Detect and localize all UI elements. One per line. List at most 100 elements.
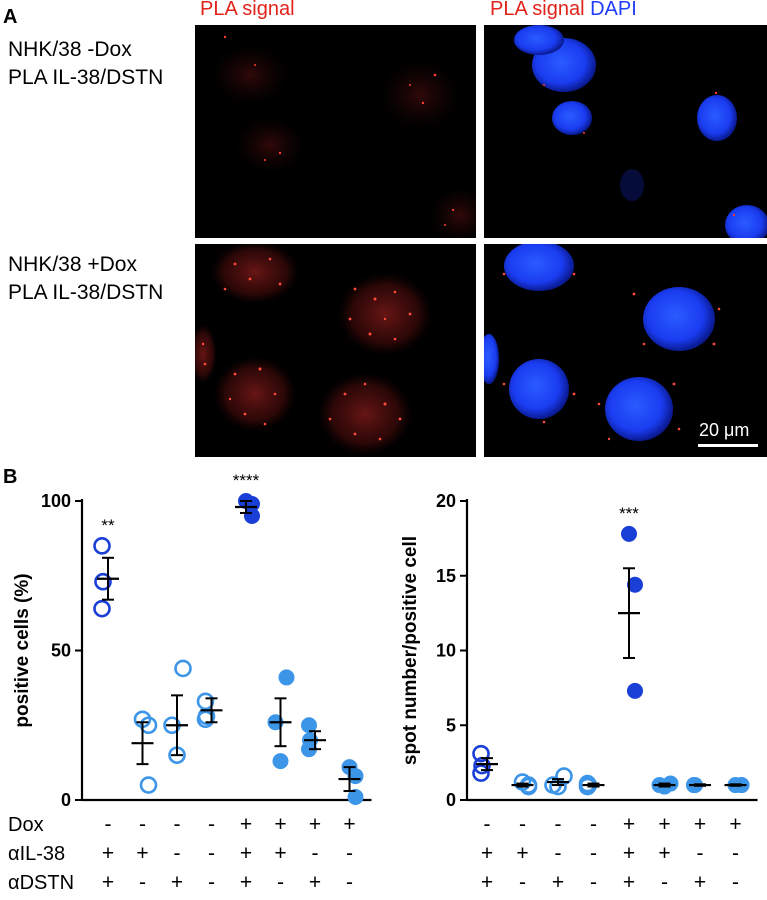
condition-sign: - [208, 813, 215, 836]
condition-sign: - [555, 813, 562, 836]
row-label-plus-dox-line2: PLA IL-38/DSTN [8, 281, 164, 304]
data-point [278, 669, 295, 686]
condition-sign: - [105, 813, 112, 836]
condition-sign: - [174, 842, 181, 865]
data-point [472, 764, 490, 782]
condition-sign: - [732, 842, 739, 865]
y-axis-label: spot number/positive cell [400, 536, 421, 765]
data-point [272, 753, 289, 770]
y-tick-label: 0 [446, 790, 456, 810]
data-point [139, 776, 158, 794]
condition-sign: + [729, 813, 741, 836]
condition-row-label: αDSTN [8, 872, 74, 894]
condition-sign: + [658, 842, 670, 865]
condition-sign: + [694, 871, 706, 894]
row-label-minus-dox-line1: NHK/38 -Dox [8, 38, 132, 61]
column-head-merge-pla: PLA signal [490, 0, 585, 20]
y-tick-label: 20 [436, 491, 456, 511]
condition-sign: - [346, 842, 353, 865]
column-head-pla: PLA signal [200, 0, 295, 20]
micrograph-plus-dox-merge: 20 μm [484, 244, 767, 457]
condition-sign: - [590, 813, 597, 836]
data-point [347, 789, 364, 806]
data-point [93, 599, 111, 618]
condition-sign: + [309, 813, 321, 836]
condition-sign: - [208, 842, 215, 865]
scale-bar [698, 444, 758, 447]
condition-sign: + [240, 842, 252, 865]
condition-sign: + [623, 842, 635, 865]
condition-sign: - [174, 813, 181, 836]
condition-sign: - [484, 813, 491, 836]
condition-sign: - [519, 871, 526, 894]
y-tick-label: 15 [436, 566, 456, 586]
significance-label: ** [101, 516, 115, 535]
row-label-plus-dox-line1: NHK/38 +Dox [8, 253, 137, 276]
micrograph-plus-dox-pla [195, 244, 476, 457]
condition-sign: - [590, 842, 597, 865]
condition-sign: + [552, 871, 564, 894]
condition-sign: + [516, 842, 528, 865]
condition-sign: + [343, 813, 355, 836]
condition-sign: + [274, 842, 286, 865]
condition-sign: + [623, 813, 635, 836]
condition-sign: - [139, 813, 146, 836]
condition-sign: - [697, 842, 704, 865]
condition-sign: - [346, 871, 353, 894]
condition-sign: + [102, 871, 114, 894]
chart-spot-number: 0 5 10 15 20 spot number/positive cell *** [400, 491, 758, 810]
panel-a-letter: A [3, 6, 18, 28]
micrograph-minus-dox-merge [484, 25, 767, 238]
y-tick-label: 10 [436, 641, 456, 661]
data-point [174, 659, 192, 678]
condition-sign: - [732, 871, 739, 894]
y-tick-label: 5 [446, 715, 456, 735]
condition-sign: + [694, 813, 706, 836]
condition-sign: + [171, 871, 183, 894]
y-tick-label: 100 [41, 491, 71, 511]
data-point [139, 716, 158, 735]
condition-sign: + [658, 813, 670, 836]
condition-sign: + [240, 871, 252, 894]
y-tick-label: 0 [61, 790, 71, 810]
condition-sign: + [240, 813, 252, 836]
y-tick-label: 50 [51, 641, 71, 661]
micrograph-minus-dox-pla [195, 25, 476, 238]
condition-sign: + [136, 842, 148, 865]
row-label-minus-dox-line2: PLA IL-38/DSTN [8, 66, 164, 89]
data-point [627, 576, 643, 593]
condition-sign: + [481, 842, 493, 865]
condition-sign: - [519, 813, 526, 836]
condition-sign: + [481, 871, 493, 894]
significance-label: **** [233, 471, 260, 490]
condition-sign: + [102, 842, 114, 865]
column-head-merge: PLA signal DAPI [490, 0, 637, 21]
condition-sign: - [139, 871, 146, 894]
condition-sign: - [590, 871, 597, 894]
condition-sign: + [309, 871, 321, 894]
significance-label: *** [619, 504, 639, 523]
column-head-merge-dapi: DAPI [590, 0, 637, 20]
condition-sign: - [555, 842, 562, 865]
panel-b-letter: B [3, 466, 18, 488]
row-label-plus-dox: NHK/38 +Dox PLA IL-38/DSTN [8, 251, 163, 307]
data-point [621, 525, 637, 542]
condition-row-label: Dox [8, 814, 44, 836]
data-point [93, 537, 111, 555]
condition-sign: - [661, 871, 668, 894]
data-point [472, 744, 490, 763]
data-point [627, 682, 643, 699]
condition-sign: - [208, 871, 215, 894]
scale-bar-label: 20 μm [699, 420, 750, 440]
data-point [94, 572, 112, 591]
y-axis-label: positive cells (%) [12, 573, 33, 727]
condition-sign: - [312, 842, 319, 865]
condition-row-label: αIL-38 [8, 843, 65, 865]
row-label-minus-dox: NHK/38 -Dox PLA IL-38/DSTN [8, 36, 163, 92]
condition-table: Dox αIL-38 αDSTN - + + - + - - - + - - - + + + + + - + - + + - - - +… [8, 813, 742, 894]
condition-sign: - [277, 871, 284, 894]
condition-sign: + [274, 813, 286, 836]
condition-sign: + [623, 871, 635, 894]
